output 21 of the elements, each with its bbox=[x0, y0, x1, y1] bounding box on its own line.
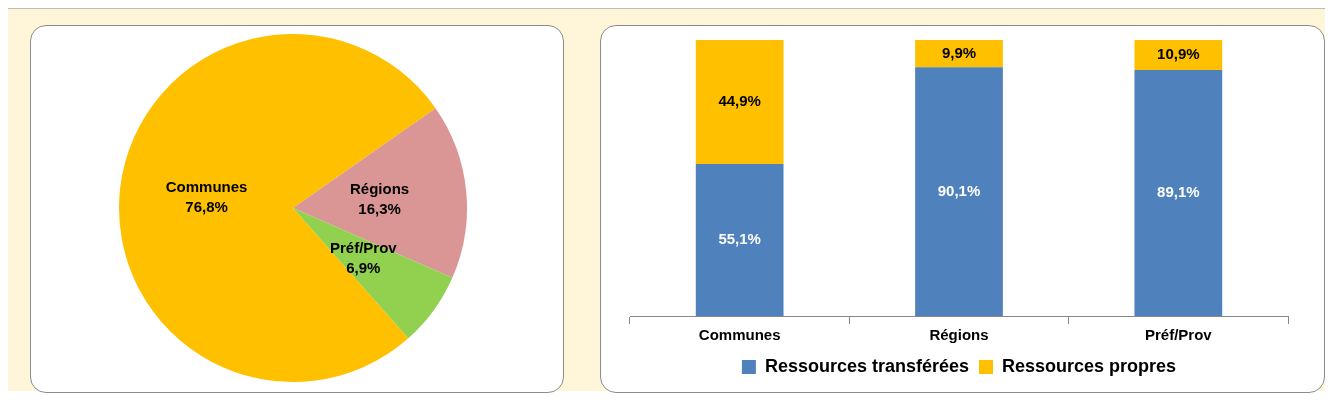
x-tick-label: Régions bbox=[928, 326, 989, 344]
data-label: 76,8% bbox=[185, 197, 228, 215]
x-tick-label: Communes bbox=[698, 326, 781, 344]
data-label: 9,9% bbox=[941, 43, 976, 61]
data-label: 90,1% bbox=[937, 181, 980, 199]
legend-label: Ressources propres bbox=[1001, 355, 1176, 376]
slice-label: Régions bbox=[349, 179, 410, 197]
x-tick-label: Préf/Prov bbox=[1144, 326, 1212, 344]
data-label: 16,3% bbox=[358, 199, 401, 217]
data-label: 44,9% bbox=[717, 92, 761, 110]
bar bbox=[1134, 70, 1222, 316]
legend-label: Ressources transférées bbox=[764, 355, 969, 376]
data-label: 6,9% bbox=[346, 259, 381, 277]
data-label: 55,1% bbox=[717, 230, 761, 248]
slice-label: Préf/Prov bbox=[329, 239, 398, 257]
slice-label: Communes bbox=[165, 177, 248, 195]
bar bbox=[695, 40, 784, 164]
data-label: 89,1% bbox=[1156, 183, 1200, 201]
bar bbox=[914, 67, 1003, 316]
data-label: 10,9% bbox=[1156, 45, 1200, 63]
bar bbox=[695, 163, 784, 316]
